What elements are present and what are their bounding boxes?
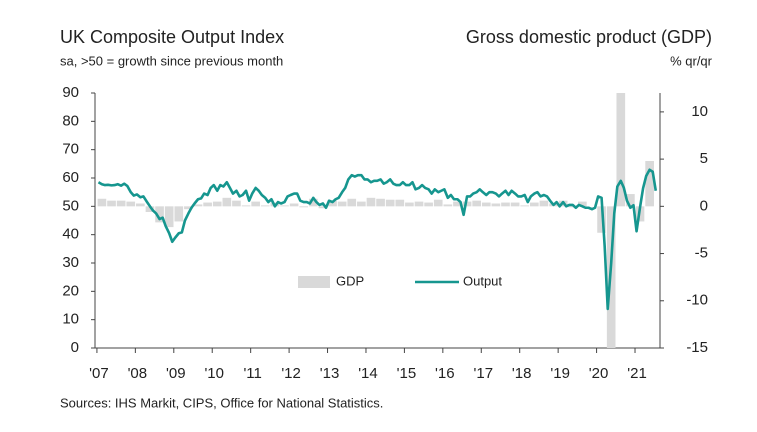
- bar: [222, 197, 232, 207]
- bar: [395, 199, 405, 207]
- bar: [174, 206, 184, 222]
- y-tick-label: 90: [62, 84, 79, 101]
- x-tick-label: '14: [358, 365, 378, 382]
- y-tick-label: 10: [62, 311, 79, 328]
- line-layer: [97, 168, 658, 311]
- bar: [318, 206, 328, 209]
- x-tick-label: '21: [627, 365, 647, 382]
- bar: [424, 202, 433, 207]
- bar: [203, 202, 212, 207]
- bar: [212, 201, 222, 207]
- bar: [597, 206, 606, 233]
- x-tick-label: '07: [89, 365, 109, 382]
- bar: [529, 202, 539, 207]
- chart-subtitle: sa, >50 = growth since previous month: [60, 53, 283, 68]
- x-tick-label: '12: [281, 365, 301, 382]
- bar: [232, 200, 241, 207]
- y-tick-label: 50: [62, 197, 79, 214]
- bar: [645, 161, 654, 207]
- x-tick-label: '13: [320, 365, 340, 382]
- y-tick-label: 30: [62, 254, 79, 271]
- x-tick-label: '09: [166, 365, 186, 382]
- y2-subtitle: % qr/qr: [670, 53, 713, 68]
- bar: [328, 200, 337, 207]
- bar: [164, 206, 174, 228]
- bar: [289, 203, 299, 207]
- bar: [414, 201, 424, 207]
- y-tick-label: 80: [62, 112, 79, 129]
- chart-title: UK Composite Output Index: [60, 27, 284, 47]
- y2-tick-label: -5: [695, 245, 708, 262]
- bar: [357, 201, 366, 207]
- y2-tick-label: -10: [686, 292, 708, 309]
- bar: [184, 206, 193, 210]
- bar: [136, 203, 145, 207]
- bar: [126, 201, 136, 207]
- y-tick-label: 60: [62, 169, 79, 186]
- bar: [280, 205, 289, 207]
- bar: [405, 202, 414, 207]
- bar: [385, 199, 395, 207]
- y2-tick-label: 10: [691, 103, 708, 120]
- x-tick-label: '08: [128, 365, 148, 382]
- bar: [337, 201, 347, 207]
- bar: [366, 197, 376, 207]
- y2-tick-label: 0: [700, 197, 708, 214]
- y-tick-label: 40: [62, 226, 79, 243]
- bar: [472, 200, 481, 207]
- legend-label: GDP: [336, 273, 364, 288]
- y2-title: Gross domestic product (GDP): [466, 27, 712, 47]
- bar: [251, 201, 260, 207]
- bar: [453, 201, 462, 207]
- source-note: Sources: IHS Markit, CIPS, Office for Na…: [60, 395, 383, 410]
- bar: [491, 203, 501, 207]
- bar: [443, 204, 453, 207]
- bar: [155, 206, 164, 223]
- bar: [462, 201, 472, 207]
- bar: [193, 204, 203, 207]
- y2-tick-label: -15: [686, 339, 708, 356]
- legend-label: Output: [463, 273, 502, 288]
- x-tick-label: '19: [550, 365, 570, 382]
- bar: [510, 202, 520, 207]
- x-tick-label: '10: [204, 365, 224, 382]
- bar: [116, 200, 126, 207]
- bar: [376, 198, 385, 207]
- bar: [433, 199, 443, 207]
- x-tick-label: '16: [435, 365, 455, 382]
- y-tick-label: 70: [62, 141, 79, 158]
- line: [97, 168, 658, 311]
- bar: [145, 206, 155, 212]
- bar: [241, 205, 251, 207]
- bar: [501, 202, 510, 207]
- x-tick-label: '15: [397, 365, 417, 382]
- y-tick-label: 20: [62, 282, 79, 299]
- x-tick-label: '20: [589, 365, 609, 382]
- bar: [568, 206, 578, 208]
- bar: [97, 198, 107, 207]
- bar: [616, 93, 626, 207]
- bar-layer: [97, 93, 654, 348]
- bar: [299, 206, 309, 208]
- bar: [481, 202, 491, 207]
- bar: [578, 201, 587, 207]
- bar: [520, 205, 530, 207]
- bar: [260, 205, 270, 207]
- y-tick-label: 0: [71, 339, 79, 356]
- bar: [107, 200, 116, 207]
- bar: [539, 200, 549, 207]
- y2-tick-label: 5: [700, 150, 708, 167]
- bar: [347, 198, 357, 207]
- bar: [626, 194, 635, 207]
- bar: [308, 198, 318, 207]
- x-tick-label: '17: [473, 365, 493, 382]
- x-tick-label: '11: [243, 365, 261, 382]
- x-tick-label: '18: [512, 365, 532, 382]
- legend-swatch: [298, 276, 330, 288]
